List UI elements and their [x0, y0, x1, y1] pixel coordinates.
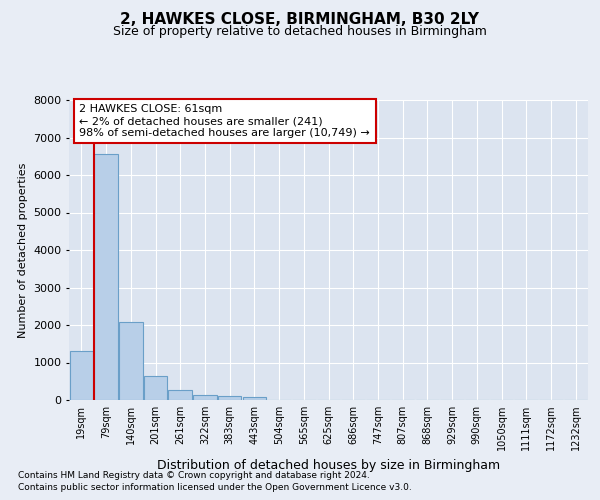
Bar [144, 376, 167, 400]
Text: Size of property relative to detached houses in Birmingham: Size of property relative to detached ho… [113, 25, 487, 38]
Bar [94, 154, 118, 400]
Bar [70, 351, 93, 400]
Bar [218, 396, 241, 400]
Text: 2 HAWKES CLOSE: 61sqm
← 2% of detached houses are smaller (241)
98% of semi-deta: 2 HAWKES CLOSE: 61sqm ← 2% of detached h… [79, 104, 370, 138]
Text: 2, HAWKES CLOSE, BIRMINGHAM, B30 2LY: 2, HAWKES CLOSE, BIRMINGHAM, B30 2LY [121, 12, 479, 28]
Bar [119, 322, 143, 400]
Text: Contains public sector information licensed under the Open Government Licence v3: Contains public sector information licen… [18, 484, 412, 492]
Bar [242, 398, 266, 400]
Text: Contains HM Land Registry data © Crown copyright and database right 2024.: Contains HM Land Registry data © Crown c… [18, 471, 370, 480]
Y-axis label: Number of detached properties: Number of detached properties [17, 162, 28, 338]
Bar [193, 395, 217, 400]
X-axis label: Distribution of detached houses by size in Birmingham: Distribution of detached houses by size … [157, 458, 500, 471]
Bar [169, 390, 192, 400]
